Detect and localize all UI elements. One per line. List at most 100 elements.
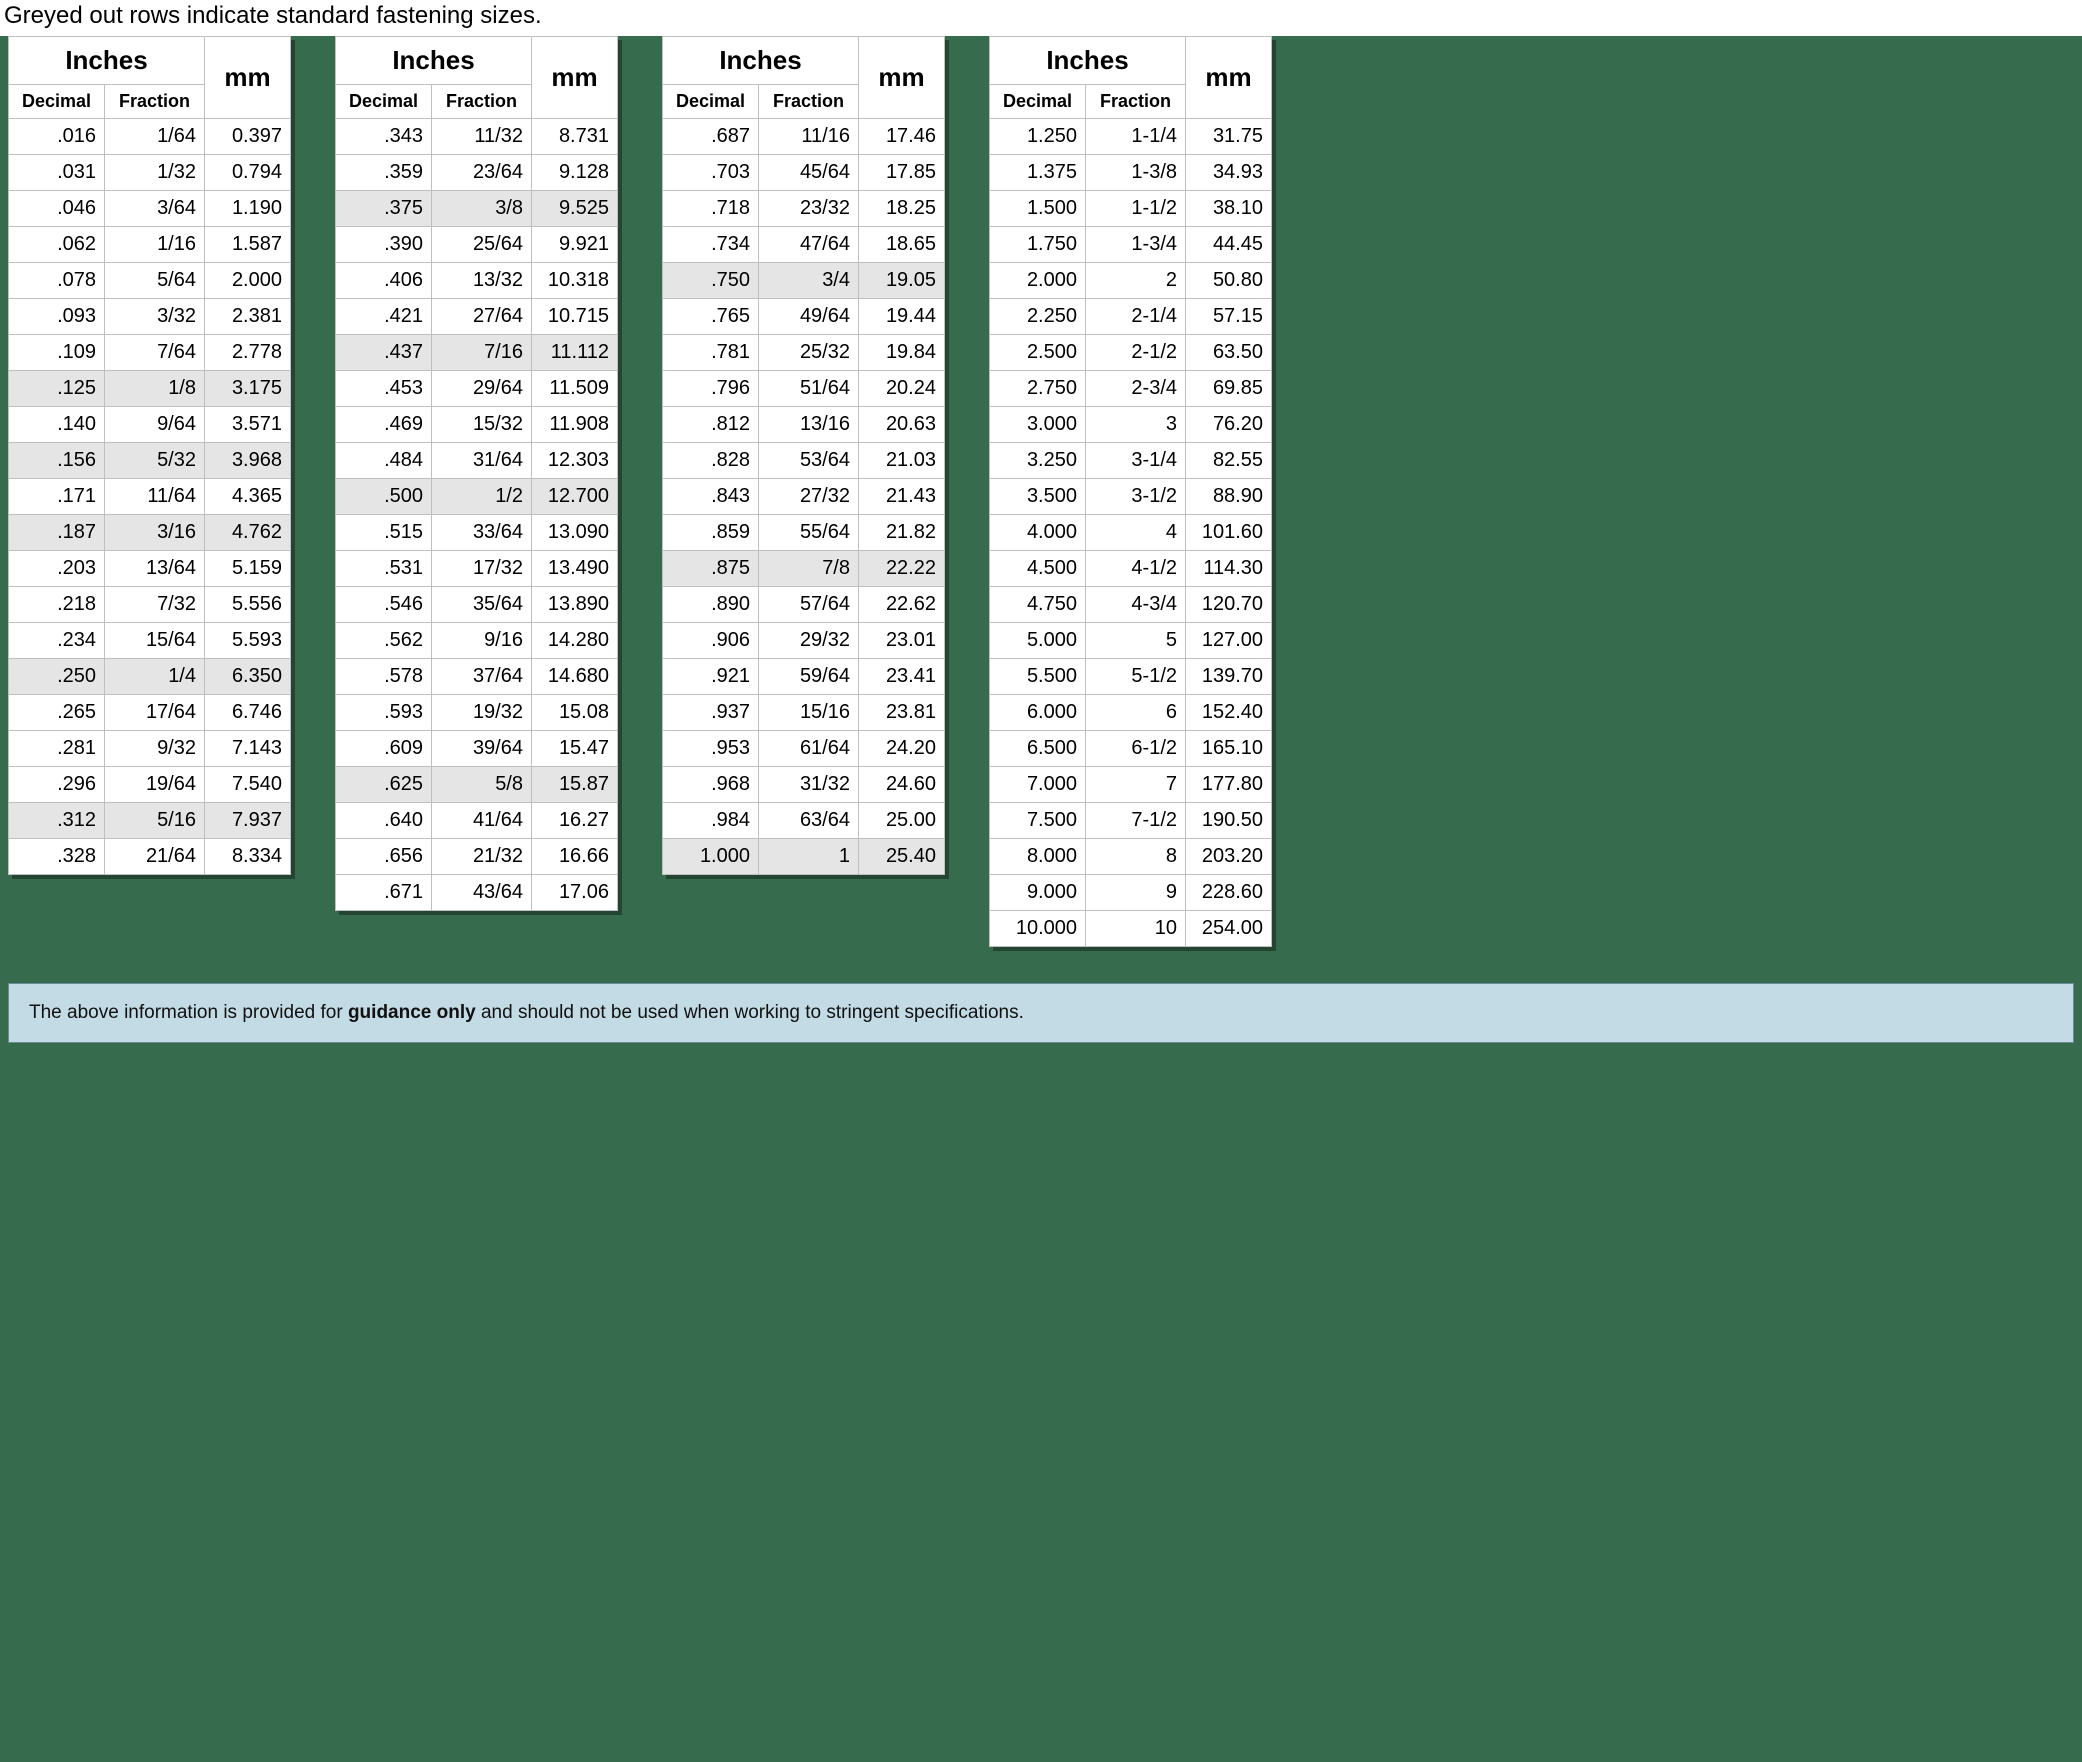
cell-fraction: 1/4 (105, 659, 205, 695)
table-row: .98463/6425.00 (663, 803, 945, 839)
cell-fraction: 13/16 (759, 407, 859, 443)
cell-fraction: 3-1/2 (1086, 479, 1186, 515)
cell-mm: 228.60 (1186, 875, 1272, 911)
cell-decimal: 1.000 (663, 839, 759, 875)
table-row: .1251/83.175 (9, 371, 291, 407)
table-row: .45329/6411.509 (336, 371, 618, 407)
cell-fraction: 9/16 (432, 623, 532, 659)
table-row: .76549/6419.44 (663, 299, 945, 335)
table-row: 3.000376.20 (990, 407, 1272, 443)
table-row: 6.5006-1/2165.10 (990, 731, 1272, 767)
cell-mm: 16.66 (532, 839, 618, 875)
cell-mm: 5.556 (205, 587, 291, 623)
header-mm: mm (532, 37, 618, 119)
table-row: .57837/6414.680 (336, 659, 618, 695)
cell-fraction: 1-3/4 (1086, 227, 1186, 263)
cell-fraction: 9/32 (105, 731, 205, 767)
cell-fraction: 17/32 (432, 551, 532, 587)
cell-mm: 5.159 (205, 551, 291, 587)
cell-mm: 20.63 (859, 407, 945, 443)
header-decimal: Decimal (336, 85, 432, 119)
cell-decimal: 3.250 (990, 443, 1086, 479)
table-row: .6255/815.87 (336, 767, 618, 803)
cell-mm: 14.680 (532, 659, 618, 695)
table-row: 2.5002-1/263.50 (990, 335, 1272, 371)
table-row: .4377/1611.112 (336, 335, 618, 371)
cell-mm: 9.128 (532, 155, 618, 191)
cell-fraction: 23/32 (759, 191, 859, 227)
cell-decimal: .031 (9, 155, 105, 191)
cell-decimal: 1.250 (990, 119, 1086, 155)
cell-fraction: 5/8 (432, 767, 532, 803)
cell-fraction: 19/32 (432, 695, 532, 731)
table-row: 2.7502-3/469.85 (990, 371, 1272, 407)
table-row: .51533/6413.090 (336, 515, 618, 551)
cell-decimal: .125 (9, 371, 105, 407)
cell-fraction: 31/32 (759, 767, 859, 803)
table-row: .8757/822.22 (663, 551, 945, 587)
cell-mm: 15.47 (532, 731, 618, 767)
table-row: .29619/647.540 (9, 767, 291, 803)
cell-decimal: .937 (663, 695, 759, 731)
cell-fraction: 6-1/2 (1086, 731, 1186, 767)
cell-decimal: 2.750 (990, 371, 1086, 407)
cell-fraction: 23/64 (432, 155, 532, 191)
table-row: .1409/643.571 (9, 407, 291, 443)
cell-mm: 21.43 (859, 479, 945, 515)
cell-mm: 0.397 (205, 119, 291, 155)
table-row: .82853/6421.03 (663, 443, 945, 479)
cell-mm: 2.381 (205, 299, 291, 335)
cell-fraction: 7 (1086, 767, 1186, 803)
cell-fraction: 4-3/4 (1086, 587, 1186, 623)
cell-decimal: .359 (336, 155, 432, 191)
cell-mm: 21.03 (859, 443, 945, 479)
cell-fraction: 2-3/4 (1086, 371, 1186, 407)
cell-decimal: .046 (9, 191, 105, 227)
table-row: 2.2502-1/457.15 (990, 299, 1272, 335)
conversion-table-1: InchesmmDecimalFraction.0161/640.397.031… (8, 36, 291, 875)
note-pre: The above information is provided for (29, 1002, 348, 1023)
cell-mm: 1.190 (205, 191, 291, 227)
table-row: 3.2503-1/482.55 (990, 443, 1272, 479)
cell-fraction: 5-1/2 (1086, 659, 1186, 695)
cell-decimal: .296 (9, 767, 105, 803)
cell-fraction: 2-1/4 (1086, 299, 1186, 335)
cell-fraction: 35/64 (432, 587, 532, 623)
cell-fraction: 4 (1086, 515, 1186, 551)
cell-decimal: .687 (663, 119, 759, 155)
cell-fraction: 21/64 (105, 839, 205, 875)
cell-mm: 17.46 (859, 119, 945, 155)
table-row: .54635/6413.890 (336, 587, 618, 623)
cell-decimal: .671 (336, 875, 432, 911)
table-row: 4.0004101.60 (990, 515, 1272, 551)
cell-decimal: .343 (336, 119, 432, 155)
cell-fraction: 39/64 (432, 731, 532, 767)
cell-mm: 127.00 (1186, 623, 1272, 659)
cell-mm: 0.794 (205, 155, 291, 191)
cell-fraction: 37/64 (432, 659, 532, 695)
cell-decimal: .062 (9, 227, 105, 263)
cell-decimal: .406 (336, 263, 432, 299)
table-row: .39025/649.921 (336, 227, 618, 263)
table-row: .3753/89.525 (336, 191, 618, 227)
cell-decimal: .390 (336, 227, 432, 263)
table-row: .84327/3221.43 (663, 479, 945, 515)
cell-mm: 7.937 (205, 803, 291, 839)
cell-mm: 203.20 (1186, 839, 1272, 875)
cell-decimal: .578 (336, 659, 432, 695)
cell-mm: 20.24 (859, 371, 945, 407)
guidance-note: The above information is provided for gu… (8, 983, 2074, 1043)
cell-fraction: 1/64 (105, 119, 205, 155)
cell-mm: 31.75 (1186, 119, 1272, 155)
cell-fraction: 9/64 (105, 407, 205, 443)
cell-fraction: 5/32 (105, 443, 205, 479)
conversion-table-4: InchesmmDecimalFraction1.2501-1/431.751.… (989, 36, 1272, 947)
table-row: .79651/6420.24 (663, 371, 945, 407)
cell-mm: 4.365 (205, 479, 291, 515)
table-row: .78125/3219.84 (663, 335, 945, 371)
cell-mm: 6.746 (205, 695, 291, 731)
cell-decimal: 6.500 (990, 731, 1086, 767)
cell-decimal: .328 (9, 839, 105, 875)
cell-fraction: 11/64 (105, 479, 205, 515)
table-row: .5629/1614.280 (336, 623, 618, 659)
